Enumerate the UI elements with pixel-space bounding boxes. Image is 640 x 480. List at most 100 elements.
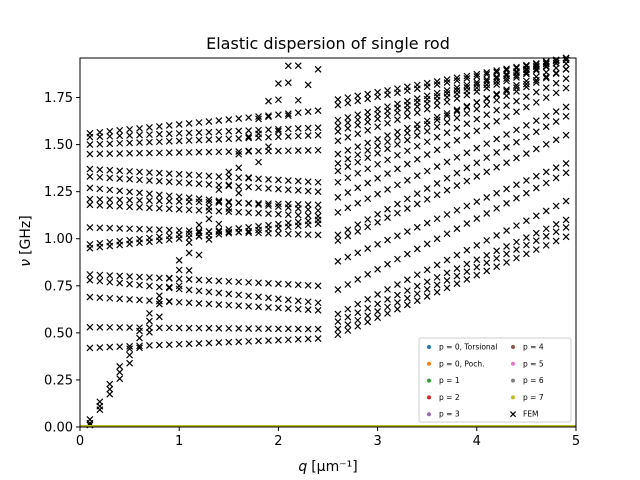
fem-point xyxy=(265,337,272,344)
fem-point xyxy=(522,150,530,157)
fem-point xyxy=(106,127,114,135)
fem-point xyxy=(433,288,441,296)
legend-marker xyxy=(427,361,431,366)
fem-point xyxy=(255,175,262,183)
fem-point xyxy=(155,204,163,212)
fem-point xyxy=(493,96,501,104)
fem-point xyxy=(215,117,223,124)
fem-point xyxy=(463,103,471,111)
fem-point xyxy=(443,269,451,277)
fem-point xyxy=(354,111,362,119)
fem-point xyxy=(284,177,292,184)
fem-point xyxy=(542,225,550,233)
fem-point xyxy=(116,295,124,303)
fem-point xyxy=(146,234,153,242)
fem-point xyxy=(265,221,272,229)
fem-point xyxy=(165,130,173,138)
fem-point xyxy=(403,83,411,91)
legend-item: p = 7 xyxy=(511,393,544,402)
fem-point xyxy=(294,325,302,333)
fem-point xyxy=(364,304,372,312)
fem-point xyxy=(265,210,272,218)
fem-point xyxy=(314,146,322,154)
fem-point xyxy=(542,74,550,82)
fem-point xyxy=(274,80,282,87)
fem-point xyxy=(155,191,163,199)
fem-point xyxy=(155,313,163,321)
fem-point xyxy=(116,272,124,280)
fem-point xyxy=(493,232,501,239)
fem-point xyxy=(136,139,143,146)
fem-point xyxy=(205,136,213,144)
fem-point xyxy=(394,305,401,313)
fem-point xyxy=(245,337,253,345)
fem-point xyxy=(522,80,530,88)
fem-point xyxy=(155,130,163,138)
fem-point xyxy=(483,78,491,85)
fem-point xyxy=(175,340,183,348)
fem-point xyxy=(542,207,550,215)
fem-point xyxy=(344,189,352,196)
fem-point xyxy=(126,345,134,353)
legend-label: p = 5 xyxy=(523,359,544,368)
fem-point xyxy=(473,81,481,88)
fem-point xyxy=(374,174,382,182)
fem-point xyxy=(146,324,153,332)
fem-point xyxy=(552,174,560,182)
fem-point xyxy=(473,215,481,222)
fem-point xyxy=(215,148,223,156)
fem-point xyxy=(423,195,431,203)
fem-point xyxy=(86,150,94,158)
fem-point xyxy=(225,135,233,143)
y-axis-label: ν [GHz] xyxy=(18,215,34,266)
fem-point xyxy=(116,279,124,287)
fem-point xyxy=(136,342,143,350)
fem-point xyxy=(463,268,471,276)
fem-point xyxy=(136,344,143,352)
fem-point xyxy=(225,228,233,236)
fem-point xyxy=(463,177,471,185)
fem-point xyxy=(195,129,203,136)
fem-point xyxy=(354,300,362,308)
fem-point xyxy=(503,86,510,94)
fem-point xyxy=(86,201,94,209)
fem-point xyxy=(384,132,391,140)
fem-point xyxy=(443,256,451,264)
fem-point xyxy=(255,293,262,301)
fem-point xyxy=(294,218,302,226)
fem-point xyxy=(394,181,401,189)
fem-point xyxy=(136,168,143,176)
fem-point xyxy=(294,147,302,155)
fem-point xyxy=(185,179,193,187)
fem-point xyxy=(185,286,193,294)
fem-point xyxy=(542,58,550,66)
fem-point xyxy=(522,250,530,258)
fem-point xyxy=(453,86,461,94)
fem-point xyxy=(384,103,391,111)
fem-point xyxy=(235,208,243,216)
fem-point xyxy=(146,149,153,157)
fem-point xyxy=(542,140,550,148)
fem-point xyxy=(493,91,501,99)
fem-point xyxy=(364,270,372,278)
fem-point xyxy=(314,335,322,342)
fem-point xyxy=(274,220,282,228)
legend-label: p = 7 xyxy=(523,393,544,402)
x-tick-label: 5 xyxy=(572,434,580,449)
fem-point xyxy=(413,81,421,89)
fem-point xyxy=(106,380,114,388)
fem-point xyxy=(314,188,322,196)
fem-point xyxy=(126,236,134,244)
fem-point xyxy=(255,184,262,192)
fem-point xyxy=(513,138,520,146)
fem-point xyxy=(136,225,143,233)
fem-point xyxy=(503,77,510,85)
fem-point xyxy=(245,183,253,191)
fem-point xyxy=(354,130,362,138)
fem-point xyxy=(195,251,203,259)
fem-point xyxy=(532,229,540,237)
fem-point xyxy=(146,309,153,317)
fem-point xyxy=(126,149,134,157)
fem-point xyxy=(443,112,451,120)
fem-point xyxy=(175,226,183,234)
